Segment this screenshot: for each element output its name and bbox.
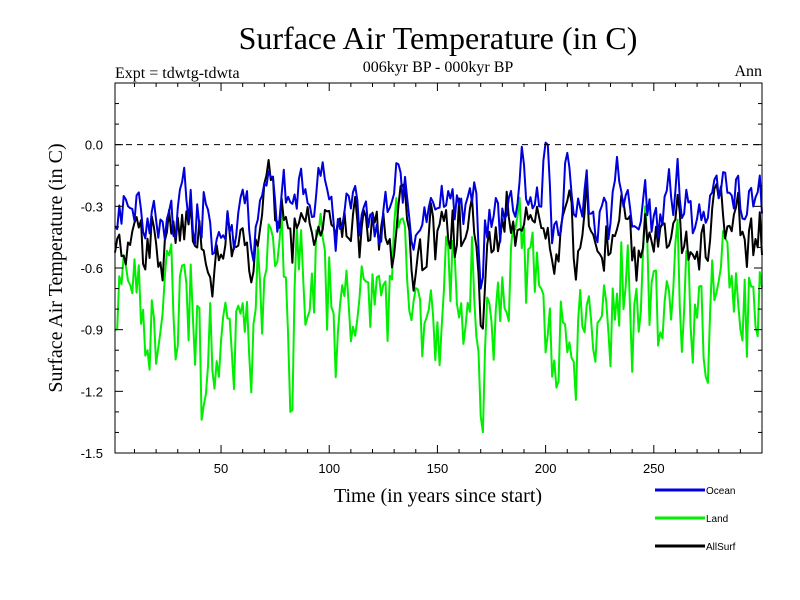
legend: Ocean Land AllSurf xyxy=(655,486,736,553)
series-line-land xyxy=(114,196,763,434)
x-tick-label: 200 xyxy=(535,461,557,476)
series-layer xyxy=(114,141,763,434)
season-label: Ann xyxy=(734,63,762,80)
series-line-allsurf xyxy=(114,159,763,330)
y-axis-label: Surface Air Temperature (in C) xyxy=(45,143,67,392)
legend-label-ocean: Ocean xyxy=(706,486,735,497)
chart-subtitle: 006kyr BP - 000kyr BP xyxy=(363,59,514,76)
legend-label-land: Land xyxy=(706,514,728,525)
y-tick-label: -0.3 xyxy=(81,199,103,214)
chart-title: Surface Air Temperature (in C) xyxy=(239,20,638,56)
plot-frame xyxy=(114,82,763,454)
y-tick-label: -1.5 xyxy=(81,446,103,461)
legend-label-allsurf: AllSurf xyxy=(706,542,736,553)
x-tick-label: 150 xyxy=(427,461,449,476)
x-tick-label: 50 xyxy=(214,461,228,476)
y-tick-label: -0.6 xyxy=(81,261,103,276)
x-tick-label: 250 xyxy=(643,461,665,476)
y-tick-label: -1.2 xyxy=(81,384,103,399)
experiment-label: Expt = tdwtg-tdwta xyxy=(115,65,240,82)
y-tick-label: 0.0 xyxy=(85,138,103,153)
axis-layer: 50 100 150 200 250 0.0 -0.3 -0.6 -0.9 -1.2 -1.5 xyxy=(81,82,762,476)
y-tick-label: -0.9 xyxy=(81,323,103,338)
x-tick-label: 100 xyxy=(318,461,340,476)
series-line-ocean xyxy=(114,141,763,290)
x-axis-label: Time (in years since start) xyxy=(334,485,542,507)
